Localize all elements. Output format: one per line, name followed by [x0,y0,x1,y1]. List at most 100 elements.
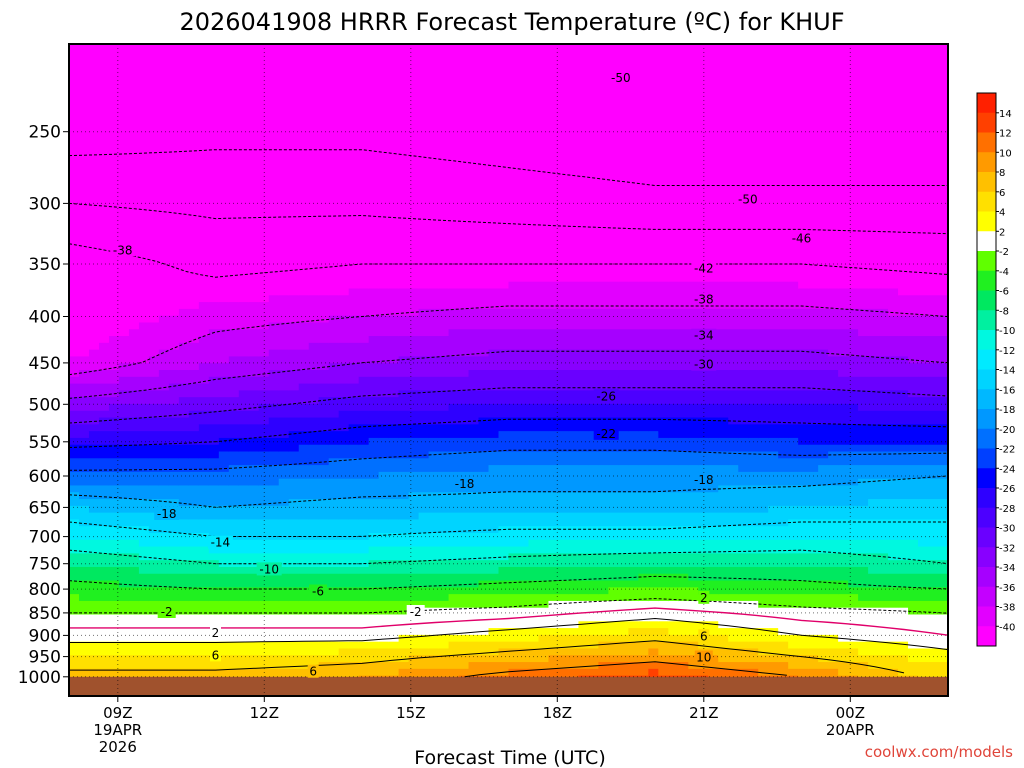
field-cell [548,403,560,412]
field-cell [558,118,570,127]
field-cell [298,173,310,181]
field-cell [528,173,540,181]
field-cell [138,573,150,582]
field-cell [138,274,150,283]
field-cell [358,295,370,303]
field-cell [238,397,250,405]
field-cell [488,200,500,208]
field-cell [328,526,340,534]
field-cell [128,607,140,616]
field-cell [558,173,570,181]
field-cell [498,478,510,487]
field-cell [578,492,590,500]
field-cell [428,261,440,269]
field-cell [338,600,350,609]
field-cell [158,207,170,215]
field-cell [478,485,490,493]
field-cell [178,57,190,65]
field-cell [468,118,480,127]
field-cell [438,322,450,330]
field-cell [228,512,240,521]
field-cell [208,499,220,507]
field-cell [538,478,550,487]
field-cell [298,566,310,575]
field-cell [198,668,210,677]
field-cell [218,57,230,65]
field-cell [278,302,290,310]
field-cell [218,308,230,317]
field-cell [388,580,400,588]
field-cell [348,193,360,201]
field-cell [488,288,500,296]
field-cell [278,621,290,629]
field-cell [158,594,170,602]
field-cell [508,166,520,174]
field-cell [398,152,410,161]
field-cell [418,628,430,636]
field-cell [438,173,450,181]
field-cell [278,349,290,358]
field-cell [168,614,180,622]
field-cell [418,648,430,656]
field-cell [368,84,380,93]
field-cell [568,200,580,208]
field-cell [438,587,450,595]
field-cell [198,519,210,527]
field-cell [348,451,360,459]
field-cell [228,57,240,65]
field-cell [218,648,230,656]
field-cell [458,668,470,677]
field-cell [328,105,340,113]
field-cell [498,261,510,269]
field-cell [69,302,80,310]
field-cell [408,308,420,317]
field-cell [298,84,310,93]
field-cell [308,288,320,296]
field-cell [168,458,180,466]
field-cell [298,465,310,473]
field-cell [578,261,590,269]
field-cell [448,519,460,527]
field-cell [228,213,240,222]
field-cell [318,553,330,561]
field-cell [488,207,500,215]
field-cell [69,533,80,541]
field-cell [478,302,490,310]
field-cell [438,91,450,99]
field-cell [78,662,90,670]
field-cell [398,553,410,561]
field-cell [388,397,400,405]
field-cell [69,444,80,453]
field-cell [568,397,580,405]
field-cell [348,50,360,59]
field-cell [558,227,570,235]
field-cell [518,526,530,534]
field-cell [208,132,220,140]
field-cell [128,173,140,181]
field-cell [328,200,340,208]
field-cell [488,322,500,330]
field-cell [498,397,510,405]
field-cell [448,580,460,588]
field-cell [288,227,300,235]
field-cell [288,295,300,303]
field-cell [308,173,320,181]
field-cell [248,91,260,99]
field-cell [158,465,170,473]
field-cell [218,268,230,276]
field-cell [318,512,330,521]
field-cell [418,57,430,65]
field-cell [248,64,260,72]
field-cell [558,281,570,290]
field-cell [88,44,100,52]
field-cell [518,329,530,337]
field-cell [258,363,270,371]
field-cell [178,64,190,72]
field-cell [538,57,550,65]
field-cell [558,186,570,195]
field-cell [248,648,260,656]
field-cell [208,261,220,269]
field-cell [248,621,260,629]
field-cell [468,105,480,113]
field-cell [158,553,170,561]
